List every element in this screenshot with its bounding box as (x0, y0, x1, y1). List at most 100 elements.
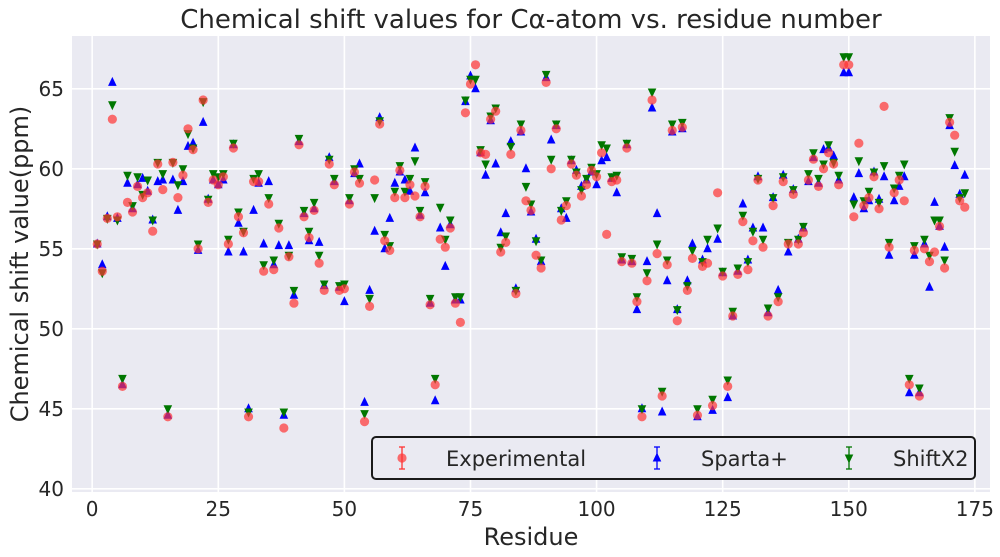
experimental-point (602, 229, 612, 239)
experimental-point (571, 170, 581, 180)
sparta-point (854, 168, 864, 178)
experimental-point (390, 193, 400, 203)
shiftx2-point (148, 216, 158, 226)
experimental-point (546, 164, 556, 174)
experimental-point (450, 298, 460, 308)
sparta-point (783, 246, 793, 256)
experimental-point (102, 213, 112, 223)
sparta-point (198, 116, 208, 126)
sparta-point (506, 136, 516, 146)
shiftx2-point (834, 171, 843, 181)
experimental-point (375, 119, 385, 129)
experimental-point (486, 114, 496, 124)
experimental-point (642, 276, 652, 286)
experimental-point (213, 180, 223, 190)
x-axis-ticks: 0 25 50 75 100 125 150 175 (86, 497, 994, 521)
x-axis-label: Residue (484, 523, 579, 551)
shiftx2-point (743, 258, 753, 268)
shiftx2-point (329, 174, 339, 184)
experimental-point (677, 122, 687, 132)
experimental-point (183, 124, 193, 134)
experimental-point (254, 177, 264, 187)
experimental-point (132, 181, 143, 191)
sparta-point (713, 233, 722, 243)
experimental-point (193, 244, 203, 254)
experimental-point (354, 178, 365, 188)
experimental-point (526, 205, 536, 215)
experimental-point (788, 189, 798, 199)
sparta-point (894, 180, 904, 190)
sparta-point (481, 169, 490, 179)
legend-box (371, 436, 976, 480)
experimental-point (465, 79, 476, 89)
experimental-point (738, 217, 748, 227)
shiftx2-point (521, 182, 531, 192)
experimental-point (667, 125, 677, 135)
sparta-point (758, 222, 768, 232)
experimental-point (637, 412, 647, 422)
shiftx2-point (667, 120, 677, 130)
experimental-point (581, 180, 592, 190)
experimental-point (148, 226, 158, 236)
shiftx2-point (445, 216, 455, 226)
experimental-point (874, 204, 884, 214)
experimental-point (960, 202, 970, 212)
experimental-point (904, 380, 914, 390)
experimental-point (178, 170, 188, 180)
experimental-point (319, 285, 329, 295)
shiftx2-point (279, 408, 289, 418)
experimental-point (798, 228, 808, 238)
experimental-point (163, 412, 173, 422)
shiftx2-point (748, 227, 758, 237)
sparta-point (662, 275, 672, 285)
x-tick-label: 75 (458, 497, 483, 521)
shiftx2-point (899, 160, 909, 170)
experimental-point (723, 381, 733, 391)
x-tick-label: 175 (956, 497, 994, 521)
experimental-point (314, 258, 324, 268)
sparta-point (284, 240, 294, 250)
sparta-point (960, 169, 970, 179)
shiftx2-point (546, 155, 556, 165)
experimental-point (92, 239, 102, 249)
sparta-point (632, 304, 642, 314)
shiftx2-point (254, 170, 263, 180)
sparta-point (889, 195, 899, 205)
shiftx2-point (935, 216, 944, 226)
shiftx2-point (133, 173, 142, 183)
legend-label: ShiftX2 (893, 447, 968, 471)
sparta-point (97, 259, 107, 269)
shiftx2-point (672, 306, 682, 316)
shiftx2-point (501, 232, 511, 242)
shiftx2-point (799, 222, 808, 232)
shiftx2-point (430, 374, 440, 384)
experimental-point (173, 193, 183, 203)
experimental-point (934, 221, 945, 231)
shiftx2-point (854, 157, 864, 167)
shiftx2-point (758, 235, 768, 245)
x-tick-label: 25 (206, 497, 231, 521)
shiftx2-point (415, 206, 425, 216)
experimental-point (521, 196, 531, 206)
shiftx2-point (708, 395, 717, 405)
experimental-point (511, 289, 521, 299)
experimental-point (289, 298, 299, 308)
shiftx2-point (582, 174, 591, 184)
experimental-point (501, 237, 511, 247)
experimental-point (854, 138, 864, 148)
experimental-point (455, 317, 465, 327)
experimental-point (112, 212, 122, 222)
sparta-point (390, 177, 400, 187)
experimental-point (834, 180, 844, 190)
plot-area (72, 36, 990, 492)
sparta-point (723, 392, 733, 402)
experimental-point (647, 95, 657, 105)
experimental-point (304, 233, 314, 243)
shiftx2-point (915, 384, 924, 394)
sparta-point (239, 246, 248, 256)
experimental-point (612, 175, 622, 185)
sparta-point (435, 222, 445, 232)
shiftx2-point (319, 280, 329, 290)
shiftx2-point (314, 251, 324, 261)
experimental-point (566, 159, 576, 169)
